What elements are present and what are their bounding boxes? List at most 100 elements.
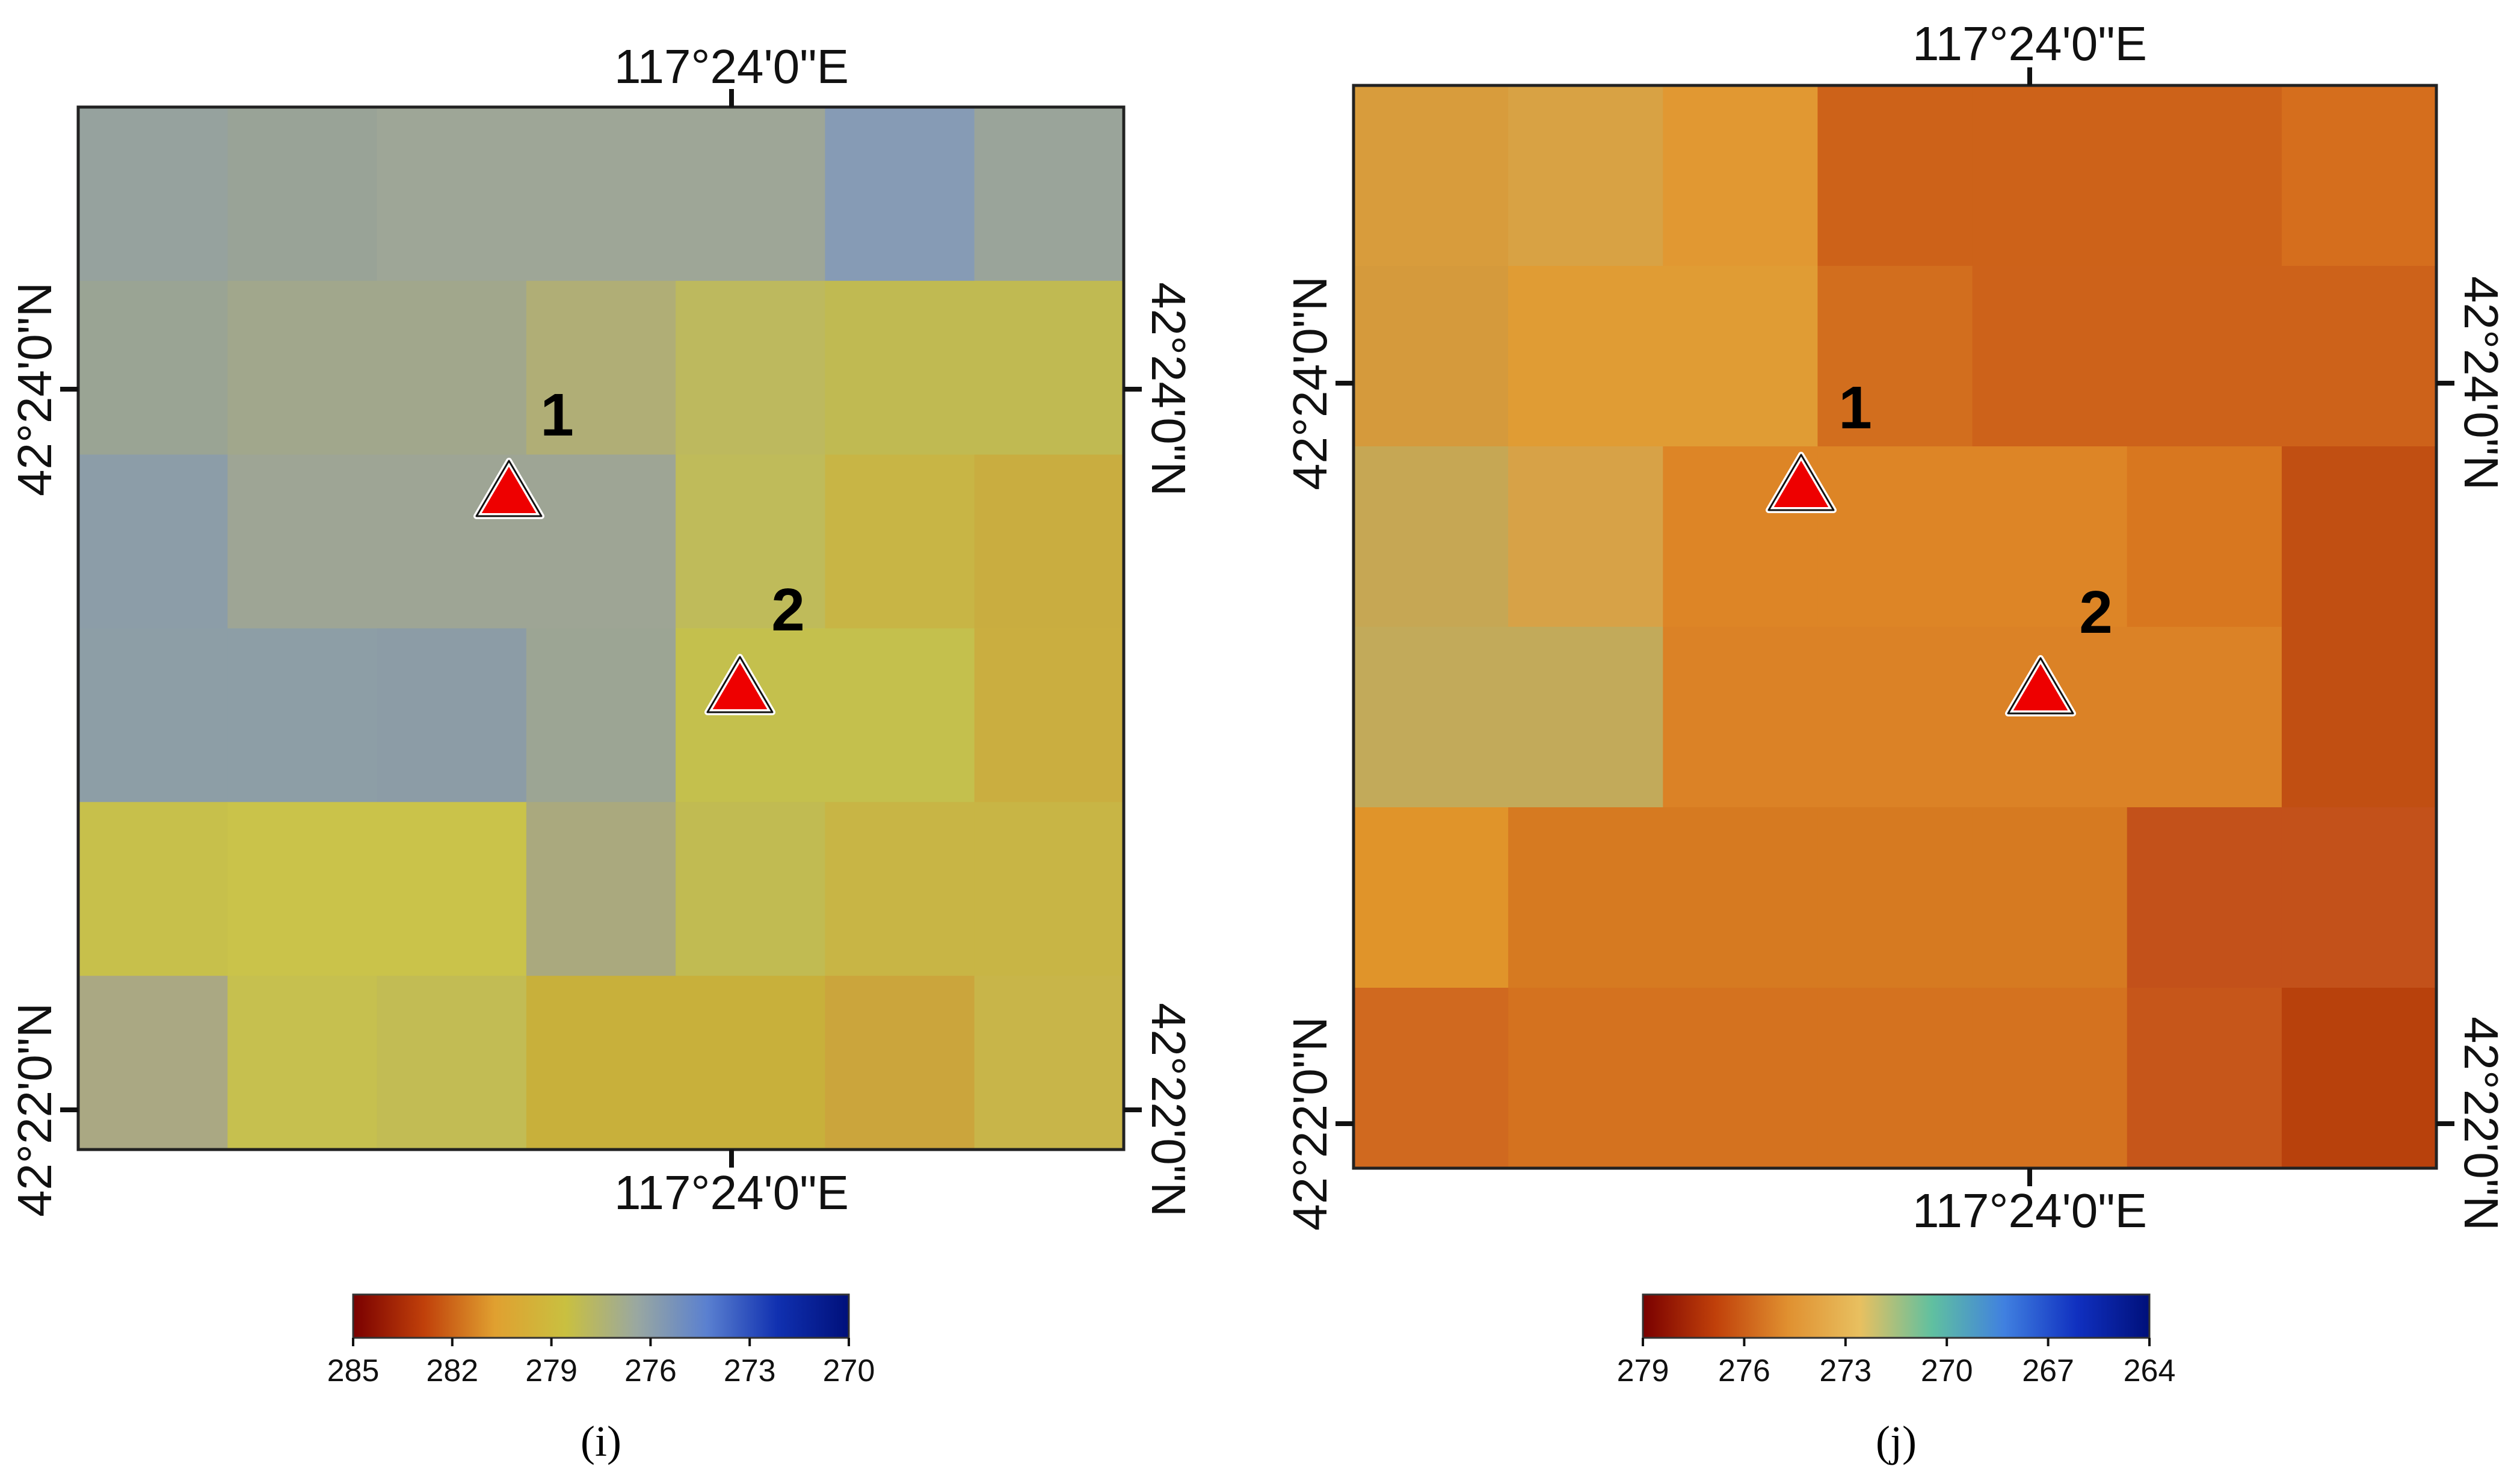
raster-cell [1817,988,1973,1169]
raster-cell [1508,627,1663,808]
raster-cell [1508,807,1663,988]
raster-cell [1817,446,1973,627]
raster-cell [676,628,825,802]
site-marker-2-i-outline [706,656,774,713]
raster-cell [2127,85,2282,266]
raster-cell [825,107,975,282]
raster-cell [825,280,975,455]
colorbar-tick-label: 276 [624,1353,677,1388]
raster-cell [78,280,228,455]
raster-cell [377,107,527,282]
lon-label-bottom-i: 117°24'0"E [614,1166,849,1219]
raster-cell [974,628,1124,802]
raster-cell [1663,85,1818,266]
raster-cell [974,280,1124,455]
raster-cell [1508,446,1663,627]
raster-cell [1663,266,1818,447]
raster-cell [1508,85,1663,266]
map-panel-j: 117°24'0"E 117°24'0"E 42°24'0"N 42°22'0"… [1283,17,2508,1465]
raster-cell [2281,446,2437,627]
raster-cell [2281,988,2437,1169]
map-panel-i: 117°24'0"E 117°24'0"E 42°24'0"N 42°22'0"… [8,40,1195,1465]
raster-cell [676,280,825,455]
raster-cell [78,802,228,976]
map-frame-i [76,105,1126,1151]
raster-cell [825,628,975,802]
site-marker-2-j-outline [2007,657,2074,715]
raster-cell [974,107,1124,282]
lat-label-left-1-j: 42°24'0"N [1283,276,1337,490]
raster-cell [1663,807,1818,988]
raster-cell [1508,266,1663,447]
panel-label-j: (j) [1876,1417,1917,1465]
colorbar-tick-label: 282 [426,1353,478,1388]
raster-cell [526,976,676,1150]
raster-cell [227,107,378,282]
lat-label-left-2-j: 42°22'0"N [1283,1017,1337,1231]
raster-cell [676,976,825,1150]
colorbar-j [1642,1293,2151,1339]
raster-cell [825,976,975,1150]
colorbar-tick-label: 270 [823,1353,875,1388]
colorbar-tick-label: 270 [1921,1353,1973,1388]
raster-cell [227,976,378,1150]
raster-cell [78,454,228,629]
raster-cell [526,280,676,455]
raster-cell [1354,446,1509,627]
lon-label-top-i: 117°24'0"E [614,40,849,93]
raster-cell [974,454,1124,629]
raster-cell [377,802,527,976]
colorbar-tick-label: 264 [2124,1353,2176,1388]
colorbar-tick-label: 273 [724,1353,776,1388]
lat-label-right-2-i: 42°22'0"N [1142,1003,1195,1217]
lat-label-left-1-i: 42°24'0"N [8,282,61,496]
colorbar-ticks-i: 285 282 279 276 273 270 [327,1338,875,1388]
raster-cell [1354,85,1509,266]
raster-cell [825,454,975,629]
raster-cell [227,454,378,629]
raster-cell [78,107,228,282]
site-label-2-j: 2 [2079,579,2113,646]
lat-label-right-1-j: 42°24'0"N [2454,276,2508,490]
raster-cell [2127,807,2282,988]
panel-label-i: (i) [581,1417,621,1465]
raster-cell [1972,266,2128,447]
raster-cell [974,976,1124,1150]
lat-label-right-1-i: 42°24'0"N [1142,282,1195,496]
raster-cell [1972,446,2128,627]
raster-cell [1817,266,1973,447]
site-marker-1-j-outline [1767,454,1835,511]
raster-cell [1972,627,2128,808]
colorbar-i [352,1293,850,1339]
raster-cell [2281,627,2437,808]
raster-cell [825,802,975,976]
raster-cell [676,802,825,976]
raster-cell [227,280,378,455]
raster-cell [227,802,378,976]
lon-label-bottom-j: 117°24'0"E [1912,1184,2147,1237]
raster-cell [1354,266,1509,447]
raster-cell [1972,807,2128,988]
raster-cell [1972,85,2128,266]
lat-label-right-2-j: 42°22'0"N [2454,1017,2508,1231]
raster-cell [78,976,228,1150]
raster-cell [227,628,378,802]
raster-cell [2281,807,2437,988]
raster-cell [2281,266,2437,447]
raster-cell [2127,988,2282,1169]
raster-cell [526,454,676,629]
map-frame-j [1352,84,2438,1170]
raster-cell [377,280,527,455]
raster-cell [2281,85,2437,266]
raster-cell [1817,627,1973,808]
raster-cell [2127,266,2282,447]
lon-label-top-j: 117°24'0"E [1912,17,2147,70]
site-marker-1-i-outline [475,460,543,517]
lat-label-left-2-i: 42°22'0"N [8,1003,61,1217]
raster-cell [78,628,228,802]
raster-cell [526,628,676,802]
raster-grid-j [1354,85,2437,1169]
raster-cell [1817,807,1973,988]
raster-grid-i [78,107,1124,1150]
